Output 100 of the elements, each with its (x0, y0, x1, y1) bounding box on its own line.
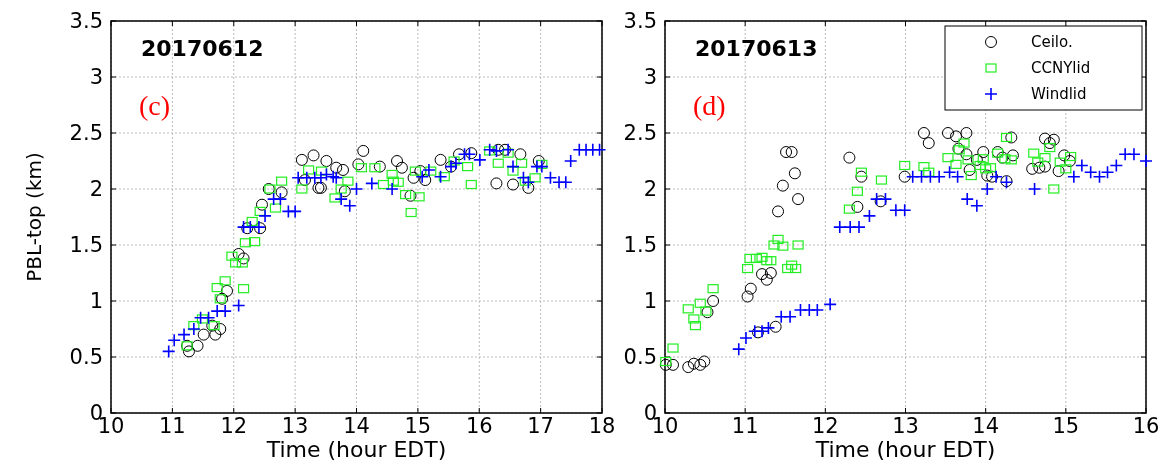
point (731, 342, 746, 356)
point (349, 182, 364, 196)
point (772, 205, 785, 218)
point (962, 155, 974, 165)
point (177, 327, 191, 342)
point (783, 309, 797, 324)
point (197, 328, 210, 341)
point (1047, 133, 1060, 146)
point (1139, 154, 1153, 168)
x-axis-title: Time (hour EDT) (814, 437, 996, 462)
point (335, 184, 347, 194)
point (744, 253, 756, 264)
x-tick-label: 13 (281, 414, 309, 438)
point (506, 159, 520, 174)
point (1006, 149, 1019, 162)
point (1054, 157, 1066, 167)
point (688, 314, 700, 324)
text: 20170613 (695, 36, 818, 61)
point (898, 170, 911, 183)
y-tick-label: 1.5 (69, 233, 103, 258)
point (404, 189, 417, 202)
point (295, 153, 308, 166)
point (694, 298, 706, 308)
point (229, 258, 242, 268)
point (981, 169, 994, 182)
y-tick-label: 1 (643, 289, 657, 314)
x-axis-title: Time (hour EDT) (265, 437, 447, 462)
point (187, 322, 201, 336)
point (989, 169, 1003, 184)
point (792, 240, 804, 250)
point (922, 137, 935, 150)
point (980, 182, 995, 196)
point (950, 159, 962, 169)
point (1043, 137, 1056, 150)
y-tick-label: 3.5 (69, 9, 103, 34)
point (330, 161, 343, 174)
point (211, 282, 223, 293)
y-tick-label: 3 (89, 65, 103, 90)
x-tick-label: 15 (1052, 414, 1080, 438)
point (357, 144, 370, 157)
point (167, 333, 182, 347)
point (1039, 153, 1051, 163)
point (965, 170, 977, 181)
point (342, 176, 354, 186)
point (239, 238, 252, 248)
point (355, 163, 368, 173)
point (1058, 149, 1071, 162)
point (419, 174, 432, 187)
point (255, 198, 268, 211)
point (320, 155, 333, 167)
point (875, 175, 888, 185)
y-axis-title: PBL-top (km) (22, 152, 46, 282)
point (785, 146, 798, 159)
point (960, 192, 975, 206)
point (337, 163, 349, 176)
x-tick-label: 12 (220, 414, 248, 438)
point (682, 304, 694, 314)
point (237, 284, 250, 294)
point (897, 203, 912, 218)
point (960, 148, 973, 161)
point (391, 155, 404, 167)
point (465, 179, 477, 190)
point (387, 176, 399, 186)
point (698, 355, 711, 368)
point (413, 192, 425, 202)
point (214, 323, 227, 335)
point (739, 331, 753, 345)
point (1005, 131, 1018, 144)
point (303, 165, 315, 175)
point (765, 256, 777, 266)
point (1067, 169, 1081, 184)
point (369, 163, 381, 173)
point (201, 311, 216, 325)
point (182, 345, 195, 358)
y-tick-label: 0.5 (69, 345, 103, 370)
point (963, 163, 976, 176)
point (874, 195, 887, 208)
point (788, 167, 801, 180)
point (592, 143, 607, 157)
y-tick-label: 1.5 (623, 233, 657, 258)
point (768, 240, 780, 250)
point (258, 209, 272, 223)
point (249, 237, 261, 247)
point (1127, 147, 1141, 162)
y-tick-label: 2.5 (623, 121, 657, 146)
point (273, 192, 288, 206)
point (764, 267, 777, 279)
y-tick-label: 2 (89, 177, 103, 202)
point (660, 356, 672, 367)
point (855, 167, 868, 177)
annotation: (d) (693, 90, 726, 121)
point (707, 284, 719, 294)
point (434, 153, 447, 166)
point (329, 171, 344, 185)
point (314, 171, 328, 185)
point (218, 304, 232, 318)
x-tick-label: 16 (1132, 414, 1160, 438)
y-tick-label: 0.5 (623, 345, 657, 370)
point (433, 169, 448, 184)
point (852, 220, 866, 234)
